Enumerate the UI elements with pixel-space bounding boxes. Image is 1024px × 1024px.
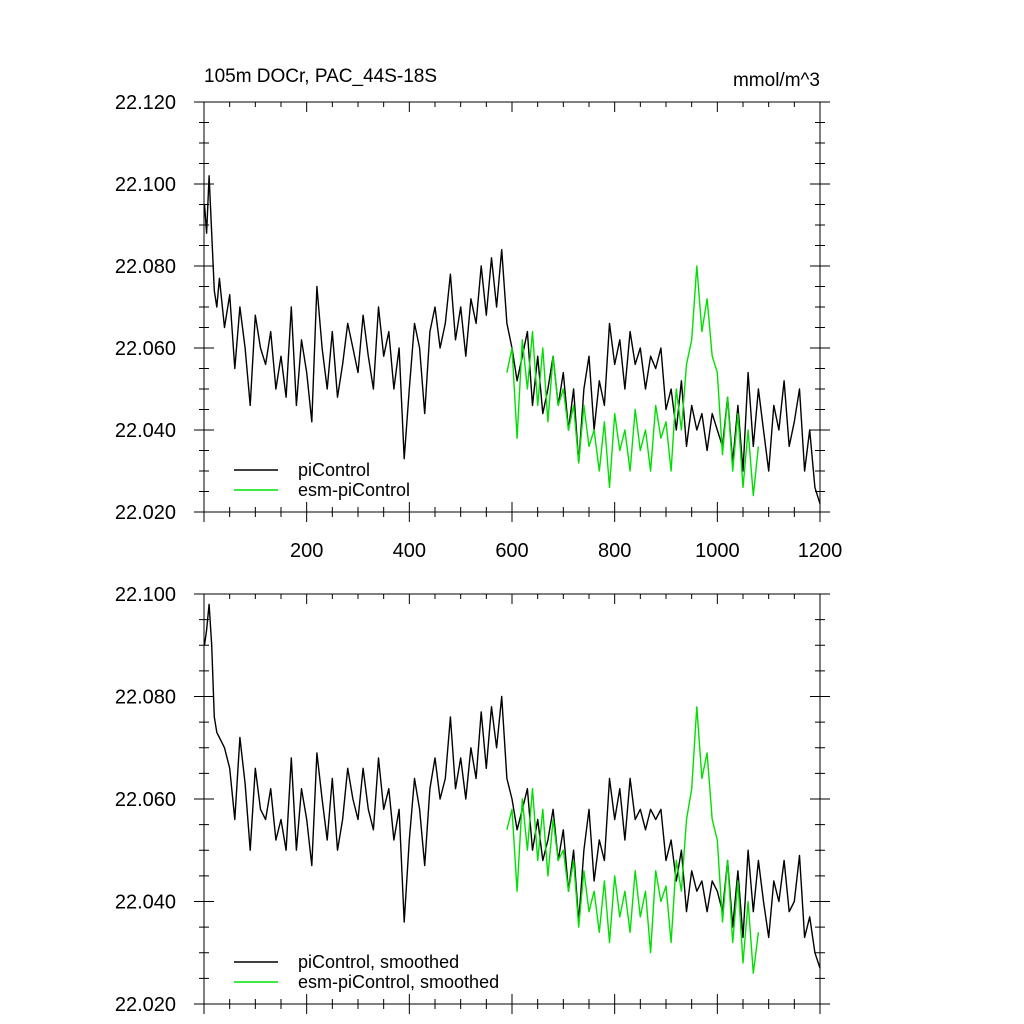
units-label: mmol/m^3 [733,70,820,91]
series-line-esm-picontrol [506,265,760,497]
plot-frame [203,101,821,513]
bottom-legend: piControl, smoothed esm-piControl, smoot… [234,952,499,992]
y-tick-label: 22.080 [115,687,176,709]
x-tick-label: 1000 [695,540,740,562]
y-tick-label: 22.080 [115,256,176,278]
series-line-picontrol-smoothed [203,603,821,969]
x-tick-label: 600 [495,540,528,562]
y-tick-label: 22.040 [115,892,176,914]
legend-label-esm-picontrol: esm-piControl [298,480,410,500]
bottom-plot-area: 22.020 22.040 22.060 22.080 22.100 [115,584,830,1016]
top-plot-area: 200 400 600 800 1000 1200 22.020 22.040 22.060 22… [115,92,842,562]
series-line-esm-picontrol-smoothed [506,706,760,974]
legend-label-picontrol-smoothed: piControl, smoothed [298,952,459,972]
top-legend: piControl esm-piControl [234,460,410,500]
top-chart-panel: 105m DOCr, PAC_44S-18S mmol/m^3 200 400 60… [115,66,842,562]
x-tick-label: 400 [393,540,426,562]
y-tick-label: 22.020 [115,502,176,524]
x-tick-label: 1200 [798,540,843,562]
y-tick-label: 22.060 [115,789,176,811]
y-tick-label: 22.120 [115,92,176,114]
y-tick-label: 22.020 [115,994,176,1016]
legend-label-picontrol: piControl [298,460,370,480]
chart-title: 105m DOCr, PAC_44S-18S [204,66,437,87]
x-tick-label: 200 [290,540,323,562]
y-tick-label: 22.040 [115,420,176,442]
x-tick-label: 800 [598,540,631,562]
legend-label-esm-picontrol-smoothed: esm-piControl, smoothed [298,972,499,992]
y-tick-label: 22.100 [115,174,176,196]
series-line-picontrol [203,175,821,505]
y-tick-label: 22.060 [115,338,176,360]
y-tick-label: 22.100 [115,584,176,606]
bottom-chart-panel: 22.020 22.040 22.060 22.080 22.100 piControl… [115,584,830,1016]
